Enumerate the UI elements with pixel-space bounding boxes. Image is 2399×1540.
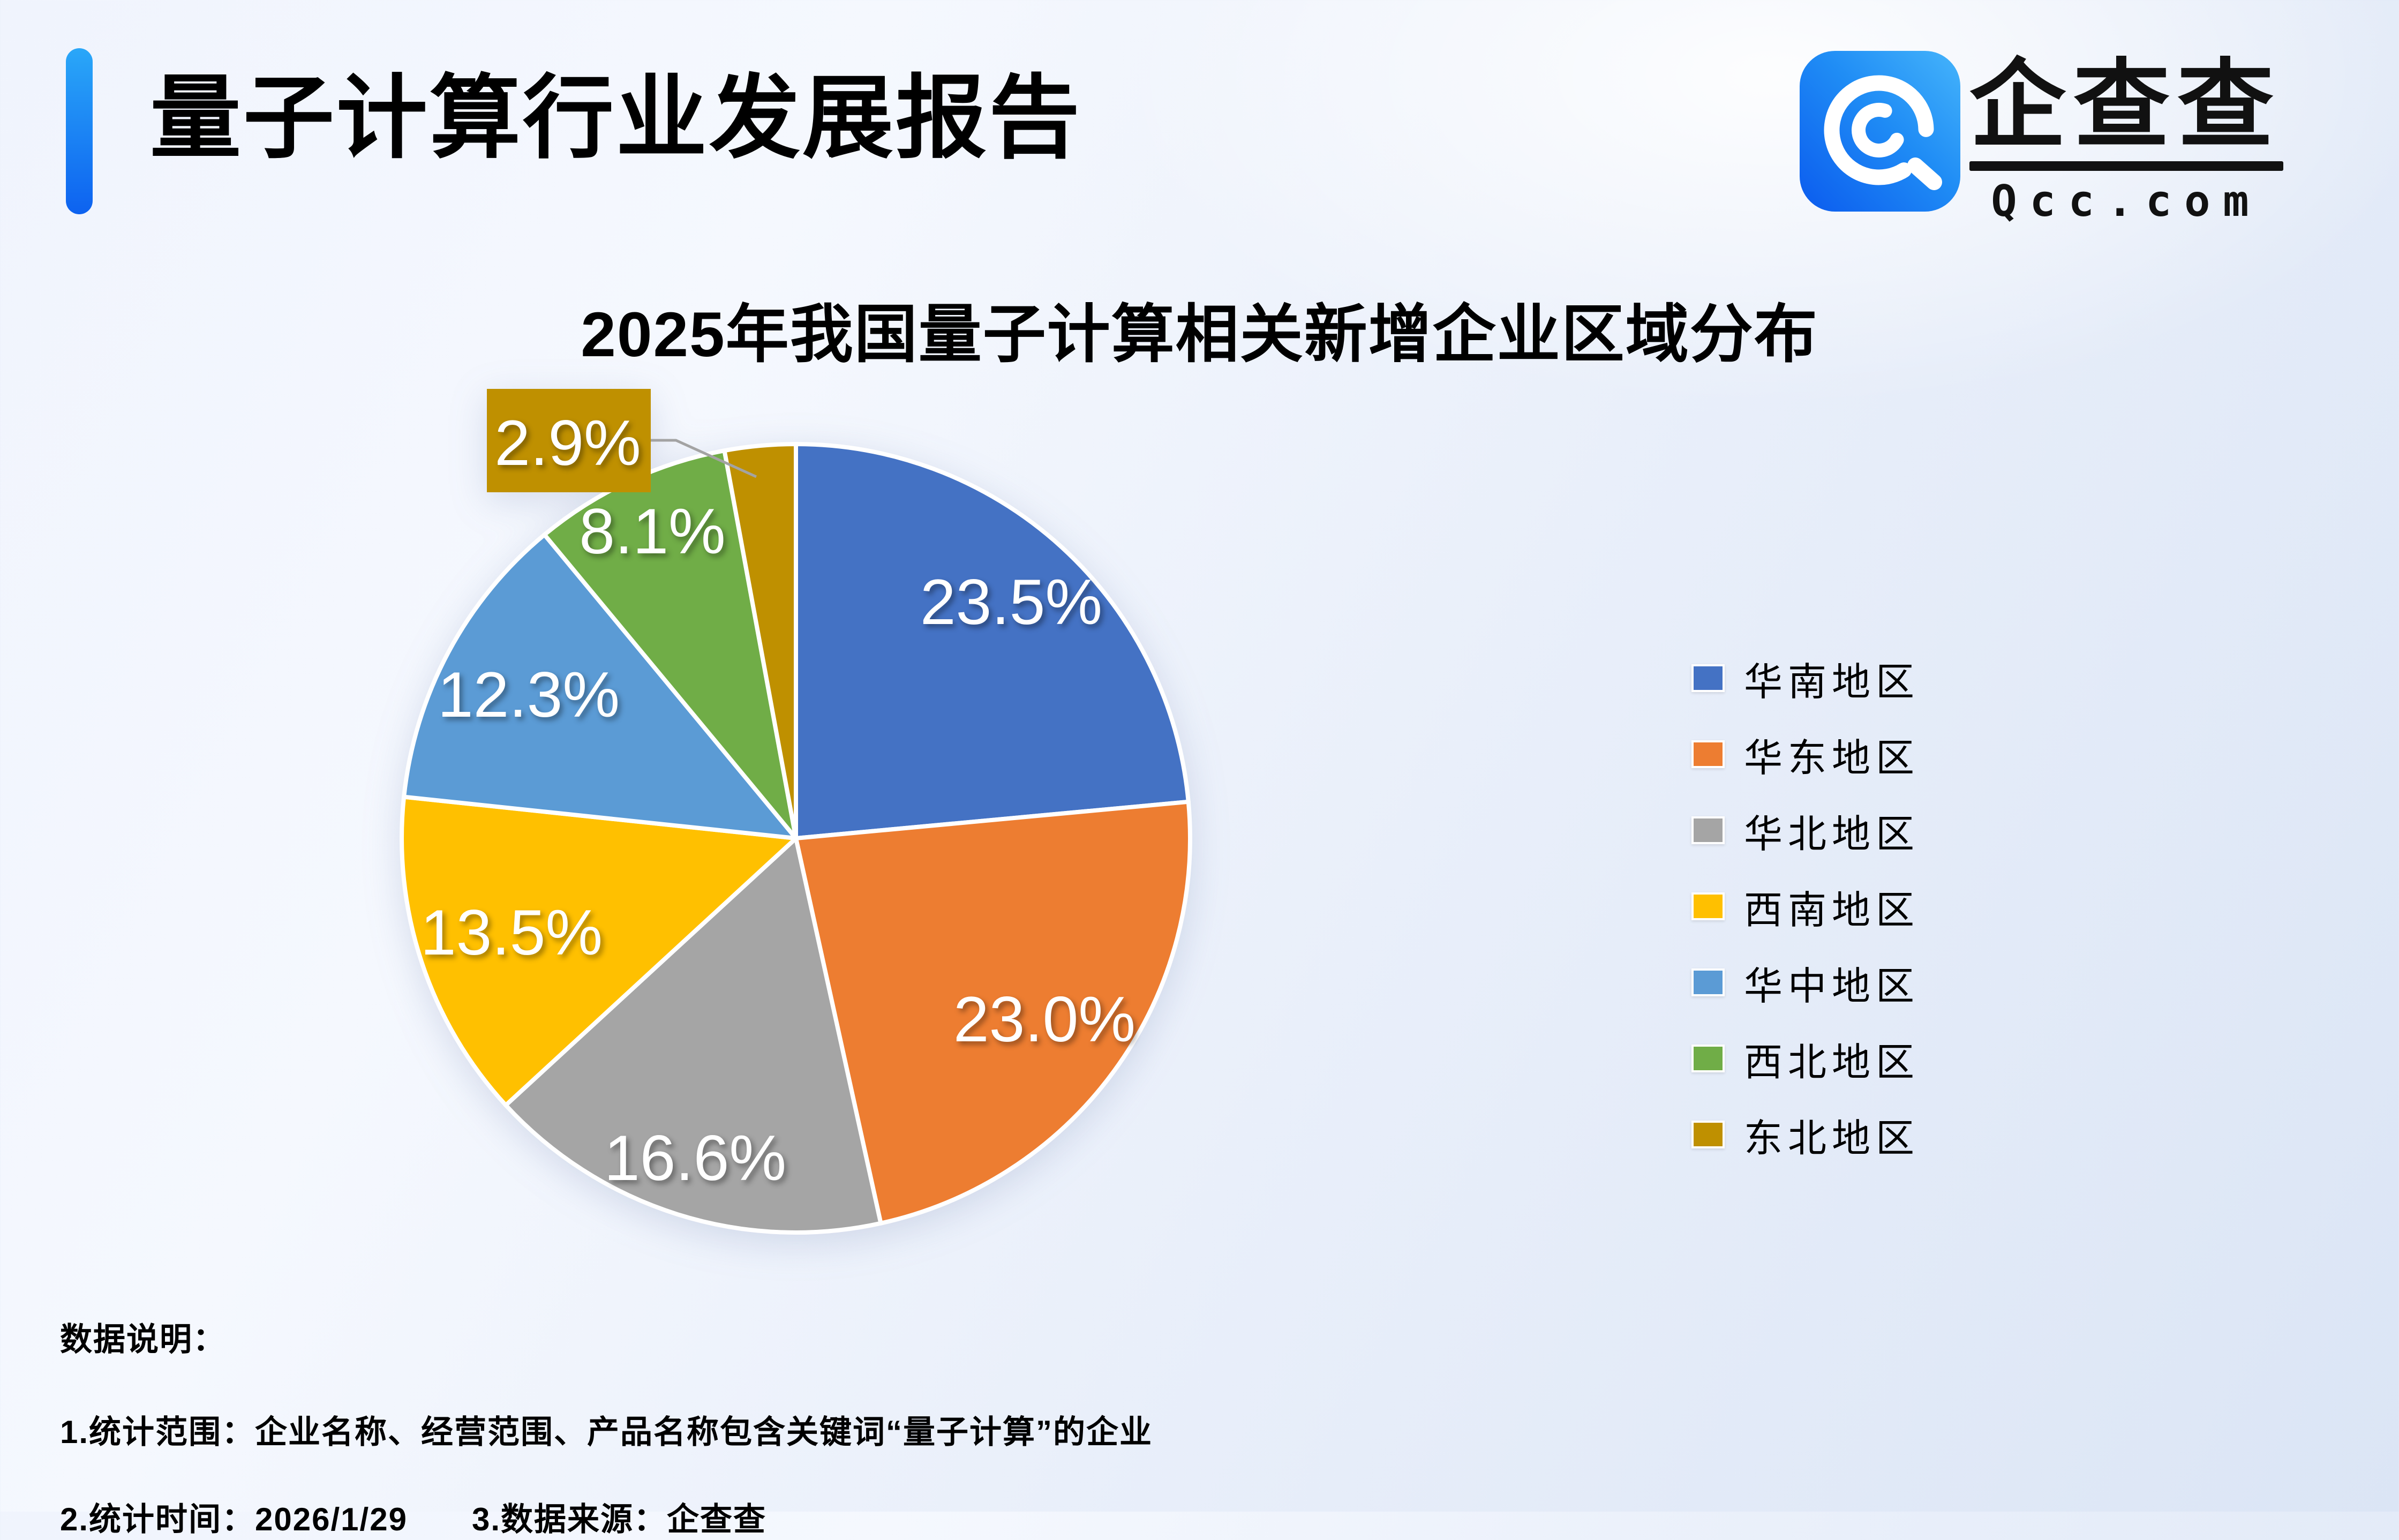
legend-swatch-华中地区	[1691, 968, 1725, 996]
legend-swatch-华北地区	[1691, 816, 1725, 844]
legend-swatch-西北地区	[1691, 1045, 1725, 1072]
report-title: 量子计算行业发展报告	[150, 67, 1082, 169]
pie-label-华北地区: 16.6%	[604, 1122, 786, 1194]
legend-swatch-华东地区	[1691, 740, 1725, 768]
qcc-logo-text: 企查查 Qcc.com	[1969, 51, 2291, 226]
legend-label-西北地区: 西北地区	[1744, 1041, 1920, 1084]
legend-label-华东地区: 华东地区	[1744, 737, 1920, 780]
legend-item-华北地区: 华北地区	[1691, 792, 1920, 868]
notes-line2: 2.统计时间：2026/1/29 3.数据来源：企查查	[60, 1493, 1153, 1540]
pie-label-东北地区: 2.9%	[494, 407, 641, 479]
pie-label-华中地区: 12.3%	[438, 659, 620, 731]
legend-label-西南地区: 西南地区	[1744, 889, 1920, 932]
legend-swatch-华南地区	[1691, 664, 1725, 692]
legend: 华南地区华东地区华北地区西南地区华中地区西北地区东北地区	[1691, 640, 1920, 1173]
notes-data-source: 3.数据来源：企查查	[471, 1501, 767, 1537]
logo-underline	[1969, 161, 2283, 171]
legend-item-华东地区: 华东地区	[1691, 716, 1920, 792]
legend-label-东北地区: 东北地区	[1744, 1117, 1920, 1160]
legend-label-华中地区: 华中地区	[1744, 965, 1920, 1008]
legend-swatch-东北地区	[1691, 1121, 1725, 1148]
chart-title: 2025年我国量子计算相关新增企业区域分布	[581, 299, 1818, 370]
pie-slice-华东地区	[794, 799, 1192, 1226]
legend-item-西北地区: 西北地区	[1691, 1020, 1920, 1096]
callout-leader-line	[651, 439, 757, 478]
pie-label-华南地区: 23.5%	[920, 566, 1102, 638]
notes-stat-time: 2.统计时间：2026/1/29	[60, 1501, 408, 1537]
pie-label-西北地区: 8.1%	[579, 495, 726, 567]
pie-label-华东地区: 23.0%	[953, 983, 1135, 1055]
pie-slice-华南地区	[794, 442, 1191, 840]
title-accent-bar	[66, 48, 93, 214]
legend-item-西南地区: 西南地区	[1691, 868, 1920, 944]
pie-slice-西南地区	[400, 794, 798, 1108]
pie-slice-华中地区	[402, 532, 798, 840]
notes-block: 数据说明： 1.统计范围：企业名称、经营范围、产品名称包含关键词“量子计算”的企…	[60, 1313, 1153, 1540]
callout-box-东北地区	[487, 389, 651, 492]
notes-line1: 1.统计范围：企业名称、经营范围、产品名称包含关键词“量子计算”的企业	[60, 1414, 1153, 1450]
pie-label-西南地区: 13.5%	[420, 897, 603, 968]
legend-swatch-西南地区	[1691, 892, 1725, 920]
qcc-logo: 企查查 Qcc.com	[1800, 51, 2303, 226]
legend-item-华南地区: 华南地区	[1691, 640, 1920, 716]
legend-label-华南地区: 华南地区	[1744, 660, 1920, 704]
logo-brand-text: 企查查	[1969, 51, 2282, 159]
pie-slice-华北地区	[503, 836, 883, 1235]
logo-domain-text: Qcc.com	[1991, 176, 2262, 226]
qcc-logo-icon	[1800, 51, 1960, 212]
legend-item-华中地区: 华中地区	[1691, 944, 1920, 1020]
notes-heading: 数据说明：	[60, 1321, 226, 1357]
pie-slice-东北地区	[722, 442, 798, 840]
legend-label-华北地区: 华北地区	[1744, 813, 1920, 856]
legend-item-东北地区: 东北地区	[1691, 1096, 1920, 1173]
